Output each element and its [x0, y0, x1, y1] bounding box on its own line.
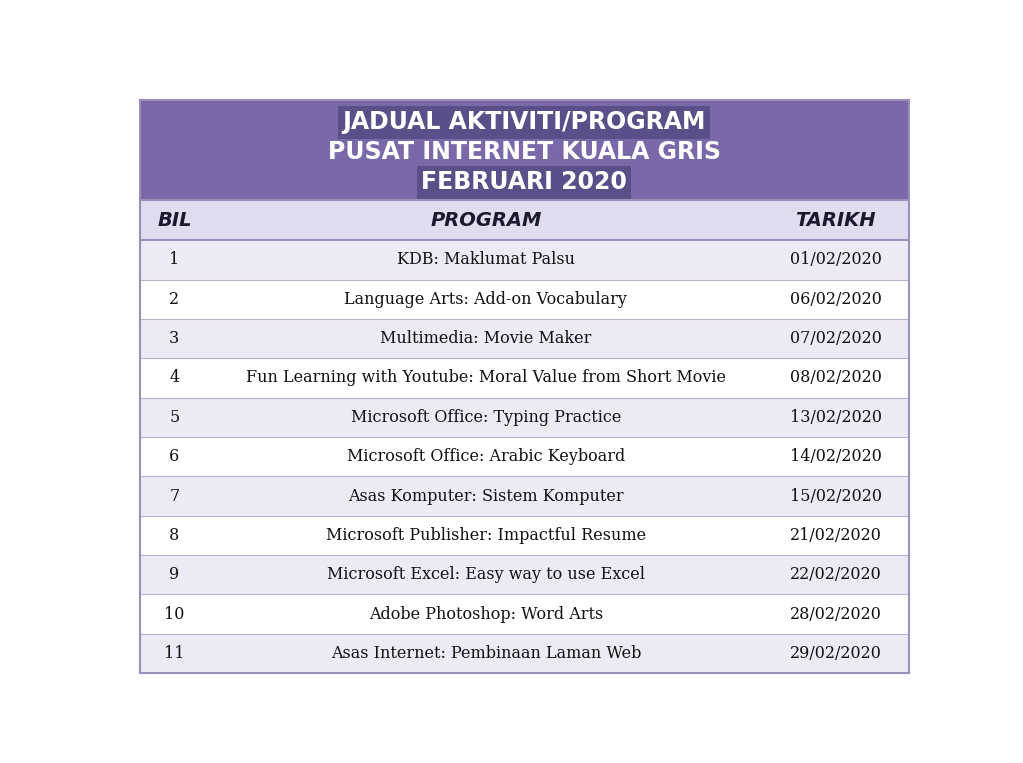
Text: 14/02/2020: 14/02/2020	[790, 448, 882, 465]
Bar	[140, 555, 908, 594]
Bar	[140, 240, 908, 279]
Text: 11: 11	[164, 645, 184, 662]
Bar	[140, 279, 908, 319]
Text: TARIKH: TARIKH	[796, 211, 876, 230]
Bar	[140, 634, 908, 673]
Text: 9: 9	[169, 566, 179, 583]
Text: FEBRUARI 2020: FEBRUARI 2020	[421, 170, 627, 195]
Text: 2: 2	[170, 291, 179, 307]
Text: 1: 1	[169, 251, 179, 269]
Text: 6: 6	[169, 448, 179, 465]
Text: 15/02/2020: 15/02/2020	[790, 488, 882, 504]
Text: Microsoft Excel: Easy way to use Excel: Microsoft Excel: Easy way to use Excel	[326, 566, 644, 583]
Text: Adobe Photoshop: Word Arts: Adobe Photoshop: Word Arts	[368, 606, 603, 623]
Text: 21/02/2020: 21/02/2020	[790, 527, 882, 544]
Text: JADUAL AKTIVITI/PROGRAM: JADUAL AKTIVITI/PROGRAM	[343, 111, 706, 134]
Text: Microsoft Office: Typing Practice: Microsoft Office: Typing Practice	[351, 409, 621, 426]
Text: Fun Learning with Youtube: Moral Value from Short Movie: Fun Learning with Youtube: Moral Value f…	[246, 369, 726, 387]
Bar	[140, 437, 908, 476]
Text: Microsoft Office: Arabic Keyboard: Microsoft Office: Arabic Keyboard	[347, 448, 625, 465]
Bar	[140, 319, 908, 359]
Bar	[140, 476, 908, 516]
Text: 07/02/2020: 07/02/2020	[790, 330, 882, 347]
Text: Language Arts: Add-on Vocabulary: Language Arts: Add-on Vocabulary	[345, 291, 627, 307]
Text: 29/02/2020: 29/02/2020	[790, 645, 882, 662]
Text: Multimedia: Movie Maker: Multimedia: Movie Maker	[381, 330, 591, 347]
Text: 08/02/2020: 08/02/2020	[790, 369, 882, 387]
Text: KDB: Maklumat Palsu: KDB: Maklumat Palsu	[397, 251, 575, 269]
Text: 06/02/2020: 06/02/2020	[790, 291, 882, 307]
Text: 8: 8	[169, 527, 179, 544]
Bar	[140, 516, 908, 555]
Text: 28/02/2020: 28/02/2020	[790, 606, 882, 623]
Bar	[140, 398, 908, 437]
Text: 5: 5	[169, 409, 179, 426]
Text: 7: 7	[169, 488, 179, 504]
Text: 10: 10	[164, 606, 184, 623]
Text: Asas Komputer: Sistem Komputer: Asas Komputer: Sistem Komputer	[348, 488, 624, 504]
Bar	[140, 594, 908, 634]
Text: 22/02/2020: 22/02/2020	[790, 566, 882, 583]
Text: 3: 3	[169, 330, 179, 347]
Bar	[140, 359, 908, 398]
Text: 13/02/2020: 13/02/2020	[790, 409, 882, 426]
Text: 01/02/2020: 01/02/2020	[790, 251, 882, 269]
Bar	[140, 101, 908, 200]
Text: PROGRAM: PROGRAM	[430, 211, 541, 230]
Text: BIL: BIL	[158, 211, 191, 230]
Text: Microsoft Publisher: Impactful Resume: Microsoft Publisher: Impactful Resume	[325, 527, 646, 544]
Text: 4: 4	[170, 369, 179, 387]
Text: PUSAT INTERNET KUALA GRIS: PUSAT INTERNET KUALA GRIS	[327, 140, 721, 164]
Text: Asas Internet: Pembinaan Laman Web: Asas Internet: Pembinaan Laman Web	[330, 645, 641, 662]
Bar	[140, 200, 908, 240]
